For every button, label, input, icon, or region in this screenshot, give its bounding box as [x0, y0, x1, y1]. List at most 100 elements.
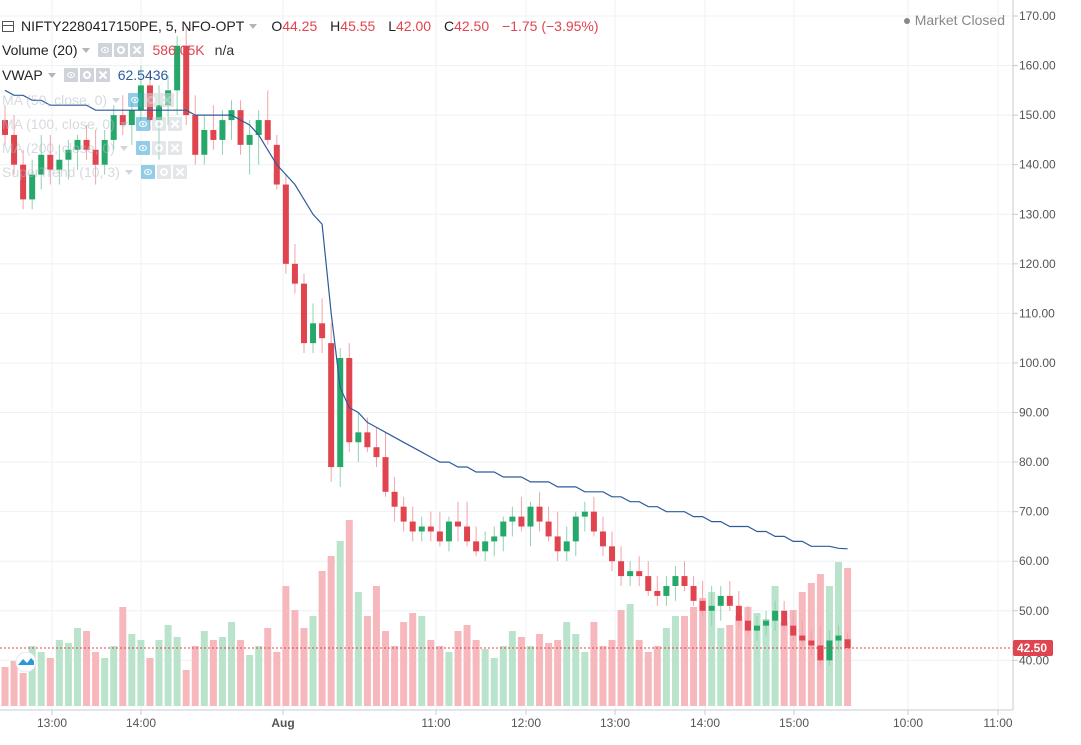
symbol-label[interactable]: NIFTY2280417150PE, 5, NFO-OPT [21, 18, 245, 34]
vwap-line [4, 89, 848, 550]
y-tick-label: 50.00 [1019, 604, 1049, 618]
gear-icon[interactable] [144, 93, 159, 107]
volume-bar [563, 622, 571, 706]
x-tick-label: Aug [271, 716, 294, 730]
indicator-label[interactable]: MA (50, close, 0) [2, 92, 108, 108]
candle [319, 298, 326, 354]
indicator-value: 586.05K [152, 42, 205, 58]
indicator-label[interactable]: VWAP [2, 67, 43, 83]
volume-bar [517, 637, 525, 706]
indicator-label[interactable]: MA (100, close, 0) [2, 116, 115, 132]
candle [427, 511, 434, 542]
candle [491, 526, 498, 557]
x-tick-label: 11:00 [983, 716, 1012, 730]
indicator-ma50[interactable]: MA (50, close, 0) [2, 90, 176, 110]
price-axis[interactable]: 40.00 50.00 60.00 70.00 80.00 90.00 100.00 110.… [1013, 9, 1056, 667]
candle-body [219, 120, 226, 140]
close-icon[interactable] [167, 117, 182, 131]
open-value: 44.25 [282, 18, 318, 34]
symbol-icon[interactable] [2, 20, 14, 32]
indicator-volume[interactable]: Volume (20) 586.05K n/a [2, 40, 234, 60]
volume-bar [146, 658, 154, 706]
close-icon[interactable] [130, 43, 145, 57]
indicator-ma100[interactable]: MA (100, close, 0) [2, 114, 184, 134]
volume-bar [789, 610, 797, 706]
volume-bar [83, 631, 91, 706]
candle-body [2, 120, 8, 135]
candle-body [174, 45, 181, 91]
volume-bar [128, 634, 136, 706]
volume-bar [436, 646, 444, 706]
candle-body [47, 154, 54, 170]
candle [554, 511, 561, 562]
gear-icon[interactable] [151, 117, 166, 131]
close-icon[interactable] [172, 165, 187, 179]
chevron-down-icon[interactable] [82, 47, 91, 53]
candle-body [183, 45, 190, 116]
chevron-down-icon[interactable] [119, 121, 128, 127]
chevron-down-icon[interactable] [47, 72, 56, 78]
candle-body [599, 531, 606, 547]
gear-icon[interactable] [151, 141, 166, 155]
eye-icon[interactable] [135, 141, 150, 155]
gear-icon[interactable] [79, 68, 94, 82]
volume-bar [318, 571, 326, 706]
volume-bar [119, 607, 127, 706]
x-tick-label: 10:00 [893, 716, 923, 730]
gear-icon[interactable] [156, 165, 171, 179]
candle [699, 581, 706, 616]
time-axis[interactable]: 13:00 14:00 Aug 11:00 12:00 13:00 14:00 15:00 10… [37, 710, 1013, 730]
change-value: −1.75 (−3.95%) [502, 18, 599, 34]
close-icon[interactable] [167, 141, 182, 155]
volume-bar [55, 640, 63, 706]
volume-bar [717, 628, 725, 706]
eye-icon[interactable] [63, 68, 78, 82]
candle [799, 620, 806, 646]
eye-icon[interactable] [128, 93, 143, 107]
volume-bar [463, 625, 471, 706]
volume-bar [191, 646, 199, 706]
grid [0, 0, 1013, 710]
volume-bar [382, 631, 390, 706]
close-icon[interactable] [95, 68, 110, 82]
indicator-label[interactable]: Volume (20) [2, 42, 78, 58]
volume-bar [64, 643, 72, 706]
chevron-down-icon[interactable] [249, 23, 258, 29]
candle [38, 134, 45, 190]
indicator-label[interactable]: SuperTrend (10, 3) [2, 164, 120, 180]
eye-icon[interactable] [135, 117, 150, 131]
indicator-vwap[interactable]: VWAP 62.5436 [2, 65, 168, 85]
gear-icon[interactable] [114, 43, 129, 57]
candle [445, 516, 452, 552]
volume-bar [391, 646, 399, 706]
indicator-ma200[interactable]: MA (200, close, 0) [2, 138, 184, 158]
candle [418, 516, 425, 542]
symbol-row[interactable]: NIFTY2280417150PE, 5, NFO-OPT O44.25 H45… [2, 16, 608, 36]
candle-body [11, 134, 18, 165]
candle-body [672, 576, 679, 586]
volume-bar [155, 640, 163, 706]
candle-body [38, 154, 45, 175]
volume-bar [73, 628, 81, 706]
indicator-supertrend[interactable]: SuperTrend (10, 3) [2, 162, 189, 182]
volume-bar [490, 658, 498, 706]
low-label: L [388, 18, 397, 34]
volume-bar [499, 646, 507, 706]
chevron-down-icon[interactable] [112, 97, 121, 103]
candle [92, 129, 99, 185]
indicator-label[interactable]: MA (200, close, 0) [2, 140, 115, 156]
tradingview-logo[interactable] [12, 652, 40, 672]
chevron-down-icon[interactable] [119, 145, 128, 151]
candle-body [310, 323, 317, 344]
candle [228, 100, 235, 140]
candle [599, 516, 606, 557]
candle-body [128, 110, 135, 126]
volume-bar [599, 646, 607, 706]
candle [29, 159, 36, 210]
eye-icon[interactable] [140, 165, 155, 179]
chevron-down-icon[interactable] [124, 169, 133, 175]
eye-icon[interactable] [98, 43, 113, 57]
candle-body [717, 595, 724, 606]
close-icon[interactable] [160, 93, 175, 107]
